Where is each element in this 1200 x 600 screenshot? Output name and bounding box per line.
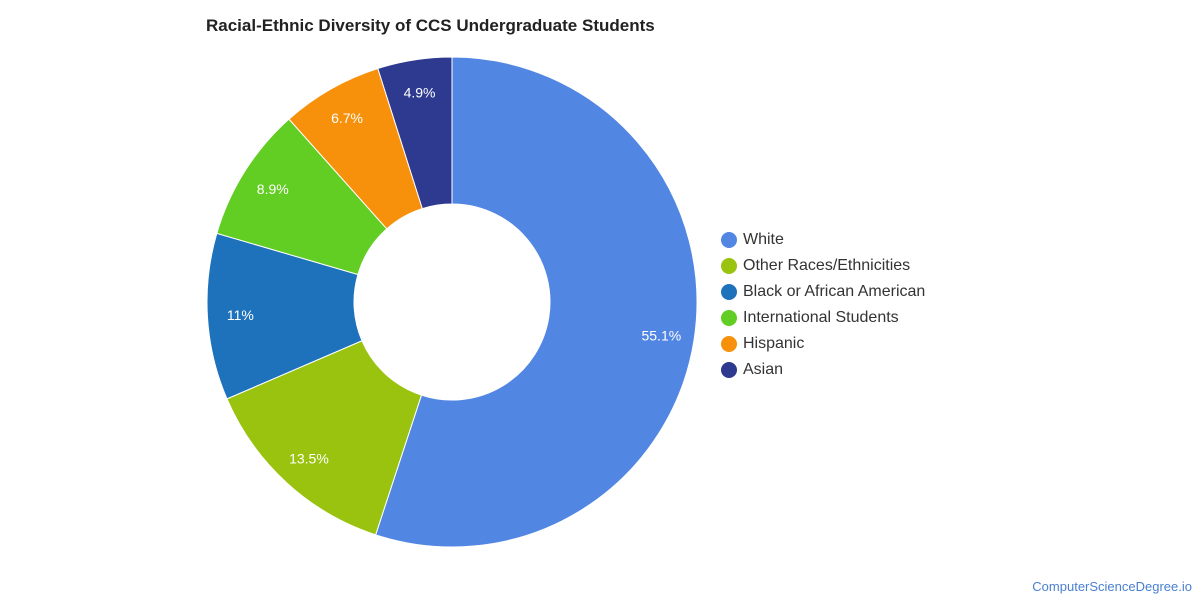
- chart-title: Racial-Ethnic Diversity of CCS Undergrad…: [206, 16, 655, 35]
- data-label-black-or-african-american: 11%: [227, 307, 254, 323]
- slice-asian[interactable]: [377, 56, 453, 210]
- legend-item-other-races-ethnicities[interactable]: Other Races/Ethnicities: [721, 253, 925, 279]
- data-label-other-races-ethnicities: 13.5%: [289, 450, 329, 466]
- legend-swatch-asian: [721, 362, 737, 378]
- data-label-asian: 4.9%: [404, 85, 436, 101]
- legend-label-international-students: International Students: [743, 309, 899, 326]
- chart-legend: White Other Races/Ethnicities Black or Afr…: [721, 227, 925, 383]
- legend-label-white: White: [743, 231, 784, 248]
- data-label-international-students: 8.9%: [257, 181, 289, 197]
- legend-item-white[interactable]: White: [721, 227, 925, 253]
- legend-label-hispanic: Hispanic: [743, 335, 805, 352]
- legend-swatch-other-races-ethnicities: [721, 258, 737, 274]
- data-label-hispanic: 6.7%: [331, 110, 363, 126]
- legend-swatch-black-or-african-american: [721, 284, 737, 300]
- source-credit[interactable]: ComputerScienceDegree.io: [1032, 579, 1192, 594]
- legend-swatch-hispanic: [721, 336, 737, 352]
- legend-label-black-or-african-american: Black or African American: [743, 283, 926, 300]
- legend-item-asian[interactable]: Asian: [721, 357, 925, 383]
- legend-item-international-students[interactable]: International Students: [721, 305, 925, 331]
- legend-swatch-international-students: [721, 310, 737, 326]
- legend-item-hispanic[interactable]: Hispanic: [721, 331, 925, 357]
- legend-swatch-white: [721, 232, 737, 248]
- legend-label-asian: Asian: [743, 361, 784, 378]
- slice-other-races-ethnicities[interactable]: [226, 340, 423, 536]
- slice-white[interactable]: [375, 56, 698, 548]
- legend-item-black-or-african-american[interactable]: Black or African American: [721, 279, 925, 305]
- legend-label-other-races-ethnicities: Other Races/Ethnicities: [743, 257, 911, 274]
- data-label-white: 55.1%: [641, 327, 681, 343]
